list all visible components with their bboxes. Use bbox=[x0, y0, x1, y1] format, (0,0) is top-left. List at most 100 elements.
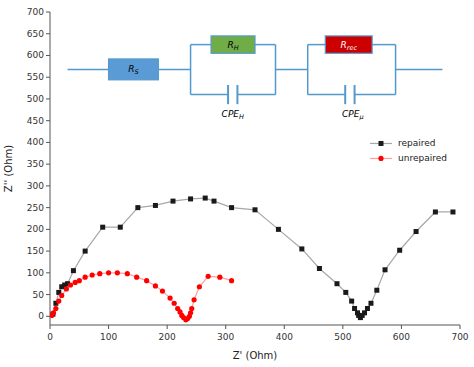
x-tick-label: 100 bbox=[100, 332, 117, 342]
point bbox=[212, 199, 217, 204]
y-tick bbox=[46, 316, 50, 317]
legend-label: unrepaired bbox=[398, 153, 447, 163]
point bbox=[153, 283, 158, 288]
chart: 0100200300400500600700050100150200250300… bbox=[0, 0, 474, 367]
annotation-base: CPE bbox=[222, 109, 240, 119]
y-tick-label: 300 bbox=[27, 181, 44, 191]
plot-area bbox=[50, 196, 455, 323]
circuit-wire bbox=[307, 45, 309, 95]
point bbox=[83, 249, 88, 254]
point bbox=[343, 290, 348, 295]
circuit-wire bbox=[255, 44, 276, 46]
circuit-wire bbox=[372, 44, 395, 46]
point bbox=[90, 272, 95, 277]
point bbox=[365, 306, 370, 311]
point bbox=[352, 306, 357, 311]
point bbox=[397, 248, 402, 253]
point bbox=[414, 229, 419, 234]
y-tick-label: 700 bbox=[27, 7, 44, 17]
circuit-wire bbox=[308, 94, 345, 96]
annotation: CPEμ bbox=[342, 109, 364, 121]
point bbox=[191, 297, 196, 302]
circuit-wire bbox=[396, 69, 443, 71]
circuit-wire bbox=[191, 94, 228, 96]
y-tick-label: 600 bbox=[27, 50, 44, 60]
y-tick-label: 50 bbox=[33, 290, 45, 300]
x-tick bbox=[460, 325, 461, 329]
point bbox=[197, 284, 202, 289]
circuit-wire bbox=[227, 85, 229, 104]
point bbox=[83, 275, 88, 280]
point bbox=[97, 271, 102, 276]
x-tick bbox=[225, 325, 226, 329]
y-tick bbox=[46, 55, 50, 56]
point bbox=[335, 281, 340, 286]
point bbox=[134, 275, 139, 280]
x-axis bbox=[50, 325, 460, 326]
circuit-wire bbox=[276, 69, 308, 71]
circuit-wire bbox=[68, 69, 109, 71]
legend-marker bbox=[378, 156, 383, 161]
y-tick-label: 350 bbox=[27, 159, 44, 169]
y-tick bbox=[46, 294, 50, 295]
y-tick-label: 200 bbox=[27, 224, 44, 234]
x-tick bbox=[167, 325, 168, 329]
y-tick bbox=[46, 207, 50, 208]
point bbox=[172, 301, 177, 306]
x-tick-label: 700 bbox=[451, 332, 468, 342]
point bbox=[153, 203, 158, 208]
y-tick bbox=[46, 12, 50, 13]
annotation-base: CPE bbox=[342, 109, 360, 119]
annotation-sub: S bbox=[135, 68, 139, 76]
point bbox=[383, 267, 388, 272]
x-tick-label: 400 bbox=[276, 332, 293, 342]
circuit: RSRHCPEHRrecCPEμ bbox=[68, 36, 443, 121]
y-tick-label: 650 bbox=[27, 29, 44, 39]
y-axis-label: Z'' (Ohm) bbox=[3, 145, 14, 192]
point bbox=[349, 299, 354, 304]
point bbox=[317, 266, 322, 271]
y-tick bbox=[46, 251, 50, 252]
point bbox=[276, 227, 281, 232]
point bbox=[433, 209, 438, 214]
y-tick bbox=[46, 77, 50, 78]
y-tick-label: 450 bbox=[27, 116, 44, 126]
point bbox=[59, 293, 64, 298]
point bbox=[171, 199, 176, 204]
point bbox=[189, 306, 194, 311]
y-tick bbox=[46, 98, 50, 99]
y-tick bbox=[46, 272, 50, 273]
point bbox=[100, 225, 105, 230]
circuit-wire bbox=[308, 44, 326, 46]
y-tick-label: 150 bbox=[27, 246, 44, 256]
point bbox=[115, 270, 120, 275]
point bbox=[167, 295, 172, 300]
x-tick bbox=[401, 325, 402, 329]
point bbox=[188, 196, 193, 201]
point bbox=[144, 278, 149, 283]
series-line bbox=[53, 198, 453, 318]
y-tick bbox=[46, 120, 50, 121]
circuit-element bbox=[325, 36, 372, 53]
x-tick-label: 500 bbox=[334, 332, 351, 342]
x-axis-label: Z' (Ohm) bbox=[233, 350, 278, 361]
y-axis bbox=[50, 12, 51, 325]
x-tick bbox=[284, 325, 285, 329]
point bbox=[53, 306, 58, 311]
annotation-sub: rec bbox=[347, 44, 358, 52]
y-tick-label: 100 bbox=[27, 268, 44, 278]
point bbox=[188, 310, 193, 315]
point bbox=[77, 278, 82, 283]
y-tick-label: 400 bbox=[27, 137, 44, 147]
point bbox=[368, 301, 373, 306]
circuit-wire bbox=[158, 69, 190, 71]
point bbox=[64, 286, 69, 291]
annotation-sub: H bbox=[234, 44, 239, 52]
x-tick-label: 600 bbox=[393, 332, 410, 342]
y-tick bbox=[46, 229, 50, 230]
point bbox=[71, 268, 76, 273]
y-tick-label: 500 bbox=[27, 94, 44, 104]
point bbox=[106, 270, 111, 275]
point bbox=[374, 288, 379, 293]
point bbox=[135, 205, 140, 210]
